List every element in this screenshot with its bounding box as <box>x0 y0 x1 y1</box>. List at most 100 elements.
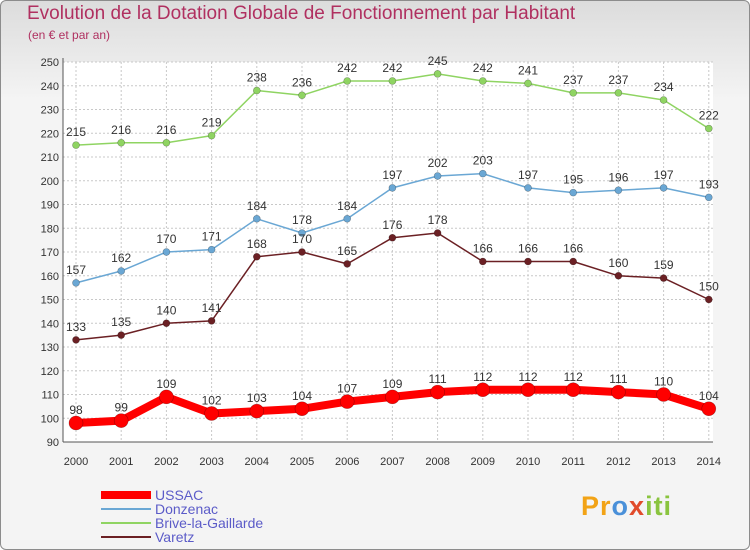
data-label-varetz-2002: 140 <box>156 303 176 317</box>
data-point-ussac-2004 <box>249 403 265 419</box>
y-tick-label-220: 220 <box>41 128 59 140</box>
y-tick-label-190: 190 <box>41 200 59 212</box>
x-tick-label-2011: 2011 <box>561 456 585 468</box>
data-label-ussac-2010: 112 <box>518 370 537 384</box>
data-point-varetz-2006 <box>343 260 352 268</box>
y-tick-label-180: 180 <box>41 223 59 235</box>
data-label-varetz-2005: 170 <box>292 232 312 246</box>
data-point-varetz-2013 <box>659 274 668 282</box>
x-tick-label-2000: 2000 <box>64 456 88 468</box>
data-label-donzenac-2006: 184 <box>337 199 357 213</box>
data-point-donzenac-2007 <box>388 184 397 192</box>
x-tick-label-2008: 2008 <box>425 456 449 468</box>
data-label-brive-2011: 237 <box>563 73 583 87</box>
data-label-ussac-2002: 109 <box>156 377 176 391</box>
data-label-brive-2004: 238 <box>247 71 267 85</box>
data-label-varetz-2010: 166 <box>518 242 538 256</box>
data-label-brive-2009: 242 <box>473 61 493 75</box>
data-point-ussac-2005 <box>294 401 310 417</box>
data-point-brive-2005 <box>298 91 306 100</box>
data-label-varetz-2014: 150 <box>699 280 719 294</box>
data-label-brive-2013: 234 <box>654 80 674 94</box>
data-point-ussac-2000 <box>68 415 84 431</box>
data-point-donzenac-2008 <box>433 172 442 180</box>
data-point-brive-2008 <box>433 70 442 78</box>
legend-label-ussac: USSAC <box>155 487 204 503</box>
y-tick-label-90: 90 <box>47 437 59 449</box>
data-point-donzenac-2013 <box>659 184 668 192</box>
legend-item-ussac: USSAC <box>101 488 331 502</box>
legend-item-donzenac: Donzenac <box>101 502 331 516</box>
y-tick-label-230: 230 <box>41 105 59 117</box>
y-tick-label-170: 170 <box>41 247 59 259</box>
x-tick-label-2002: 2002 <box>154 456 178 468</box>
y-tick-label-130: 130 <box>41 342 59 354</box>
data-label-brive-2014: 222 <box>699 109 719 123</box>
data-point-ussac-2009 <box>475 382 491 398</box>
y-tick-label-140: 140 <box>41 318 59 330</box>
data-label-ussac-2005: 104 <box>292 389 312 403</box>
data-label-varetz-2001: 135 <box>111 315 131 329</box>
data-point-varetz-2009 <box>478 257 487 266</box>
x-tick-label-2001: 2001 <box>109 456 133 468</box>
data-label-donzenac-2007: 197 <box>382 168 402 182</box>
data-point-ussac-2008 <box>430 384 445 400</box>
data-label-ussac-2014: 104 <box>699 389 719 403</box>
x-tick-label-2004: 2004 <box>245 456 269 468</box>
data-point-brive-2004 <box>253 86 261 95</box>
x-tick-label-2003: 2003 <box>199 456 223 468</box>
data-point-donzenac-2005 <box>298 229 306 237</box>
y-tick-label-240: 240 <box>41 81 59 93</box>
data-point-brive-2001 <box>117 138 125 147</box>
data-label-donzenac-2001: 162 <box>111 251 131 265</box>
data-label-donzenac-2013: 197 <box>654 168 674 182</box>
data-point-ussac-2001 <box>113 413 129 428</box>
data-label-varetz-2004: 168 <box>247 237 267 251</box>
data-point-brive-2011 <box>569 89 578 97</box>
y-tick-label-100: 100 <box>41 413 59 425</box>
y-tick-label-110: 110 <box>41 390 59 402</box>
data-label-brive-2006: 242 <box>337 61 357 75</box>
data-label-brive-2012: 237 <box>608 73 628 87</box>
x-tick-label-2005: 2005 <box>290 456 314 468</box>
x-tick-label-2010: 2010 <box>516 456 540 468</box>
data-label-ussac-2008: 111 <box>428 372 447 386</box>
y-tick-label-210: 210 <box>41 152 59 164</box>
y-tick-label-150: 150 <box>41 295 59 307</box>
data-point-ussac-2014 <box>701 401 717 417</box>
data-point-brive-2012 <box>614 89 623 97</box>
data-label-brive-2007: 242 <box>382 61 402 75</box>
data-label-donzenac-2012: 196 <box>608 170 628 184</box>
data-point-donzenac-2010 <box>524 184 532 192</box>
data-point-brive-2002 <box>162 138 171 147</box>
data-point-varetz-2001 <box>117 331 125 339</box>
legend-swatch-ussac <box>101 491 151 499</box>
data-label-ussac-2003: 102 <box>202 394 222 408</box>
data-label-donzenac-2010: 197 <box>518 168 538 182</box>
data-label-donzenac-2002: 170 <box>156 232 176 246</box>
data-label-brive-2002: 216 <box>156 123 176 137</box>
data-label-brive-2005: 236 <box>292 75 312 89</box>
data-point-ussac-2011 <box>565 382 581 398</box>
data-label-brive-2008: 245 <box>428 54 448 68</box>
legend-label-brive: Brive-la-Gaillarde <box>155 515 264 531</box>
data-label-donzenac-2000: 157 <box>66 263 86 277</box>
y-tick-label-200: 200 <box>41 176 59 188</box>
data-point-donzenac-2012 <box>614 186 623 195</box>
data-label-varetz-2003: 141 <box>202 301 222 315</box>
data-label-donzenac-2005: 178 <box>292 213 312 227</box>
data-label-varetz-2008: 178 <box>428 213 448 227</box>
data-label-ussac-2011: 112 <box>564 370 583 384</box>
legend-swatch-donzenac <box>101 508 151 510</box>
data-point-varetz-2007 <box>388 233 397 242</box>
x-tick-label-2013: 2013 <box>651 456 675 468</box>
data-point-varetz-2008 <box>433 229 442 237</box>
data-label-varetz-2012: 160 <box>608 256 628 270</box>
y-tick-label-250: 250 <box>41 57 59 69</box>
data-label-varetz-2009: 166 <box>473 242 493 256</box>
x-tick-label-2007: 2007 <box>380 456 404 468</box>
data-point-varetz-2003 <box>207 317 216 325</box>
data-label-ussac-2007: 109 <box>382 377 402 391</box>
